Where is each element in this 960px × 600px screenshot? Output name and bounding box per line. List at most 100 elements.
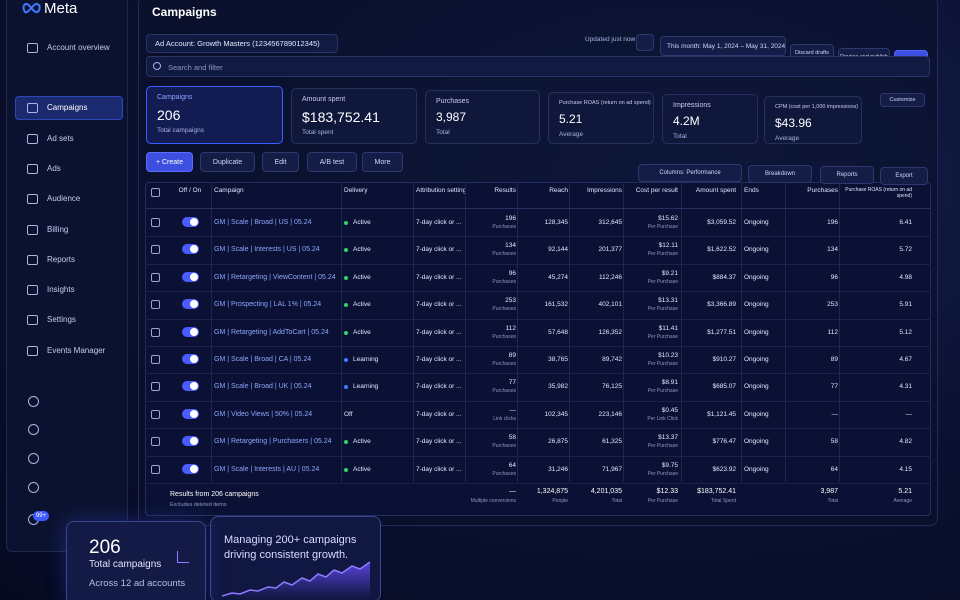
campaign-link[interactable]: GM | Retargeting | ViewContent | 05.24 <box>214 273 336 281</box>
nav-item[interactable]: Billing <box>47 224 69 234</box>
campaign-link[interactable]: GM | Scale | Broad | UK | 05.24 <box>214 383 312 391</box>
toggle-switch[interactable] <box>182 217 199 227</box>
page-title: Campaigns <box>152 5 217 19</box>
nav-item[interactable]: Account overview <box>47 43 110 52</box>
nav-item[interactable]: Insights <box>47 285 75 295</box>
row-checkbox[interactable] <box>151 409 160 419</box>
campaign-link[interactable]: GM | Retargeting | AddToCart | 05.24 <box>214 328 329 336</box>
toggle-switch[interactable] <box>182 408 199 419</box>
row-checkbox[interactable] <box>151 464 160 474</box>
row-checkbox[interactable] <box>151 437 160 447</box>
cell: 71,967 <box>602 465 622 473</box>
column-header[interactable]: Attribution setting <box>416 187 467 194</box>
nav-item[interactable]: Settings <box>47 315 76 325</box>
column-header[interactable]: Amount spent <box>695 187 736 194</box>
campaign-link[interactable]: GM | Scale | Broad | CA | 05.24 <box>214 356 312 363</box>
account-selector[interactable]: Ad Account: Growth Masters (123456789012… <box>146 34 338 53</box>
column-header[interactable]: Results <box>494 187 516 194</box>
column-header[interactable]: Purchase ROAS (return on ad spend) <box>845 187 912 199</box>
column-header[interactable]: Reach <box>549 187 568 194</box>
column-header[interactable]: Cost per result <box>635 187 678 194</box>
sidebar-icon[interactable] <box>28 482 39 493</box>
nav-item[interactable]: Events Manager <box>47 345 106 355</box>
toggle-switch[interactable] <box>182 463 199 474</box>
nav-icon <box>27 285 38 296</box>
cell: 161,532 <box>544 301 569 309</box>
footer-note: Excludes deleted items <box>170 502 227 508</box>
column-header[interactable]: Off / On <box>178 187 202 194</box>
nav-item[interactable]: Audience <box>47 194 81 204</box>
campaign-link[interactable]: GM | Prospecting | LAL 1% | 05.24 <box>214 301 322 309</box>
toggle-switch[interactable] <box>182 326 199 337</box>
card-caption: Total spent <box>302 129 334 136</box>
sidebar-icon[interactable] <box>28 424 39 435</box>
campaign-link[interactable]: GM | Scale | Interests | US | 05.24 <box>214 246 320 254</box>
toolbar-button[interactable]: + Create <box>146 152 193 172</box>
row-checkbox[interactable] <box>151 327 160 337</box>
status-dot <box>344 467 348 472</box>
cell: 61,325 <box>602 438 622 446</box>
toggle-switch[interactable] <box>182 299 199 310</box>
column-divider <box>517 182 518 482</box>
cell: 4.31 <box>899 383 912 391</box>
cell: 58 <box>830 438 838 446</box>
column-header[interactable]: Ends <box>744 187 759 194</box>
sidebar-icon[interactable] <box>28 396 39 407</box>
row-checkbox[interactable] <box>151 382 160 392</box>
summary-card[interactable]: Purchases 3,987 Total <box>425 90 540 144</box>
cell: 38,765 <box>548 356 568 363</box>
sidebar-icon[interactable] <box>28 453 39 464</box>
toolbar-button[interactable]: Columns: Performance <box>638 164 742 182</box>
toggle-switch[interactable] <box>182 436 199 447</box>
nav-item[interactable]: Ads <box>47 163 61 173</box>
campaign-link[interactable]: GM | Retargeting | Purchasers | 05.24 <box>214 438 332 446</box>
status-dot <box>344 330 348 335</box>
toggle-switch[interactable] <box>182 381 199 392</box>
summary-card[interactable]: Amount spent $183,752.41 Total spent <box>291 88 417 144</box>
toolbar-button[interactable]: Breakdown <box>748 165 812 183</box>
nav-item[interactable]: Reports <box>47 254 76 264</box>
date-range[interactable]: This month: May 1, 2024 – May 31, 2024 <box>660 36 786 56</box>
toolbar-button[interactable]: Reports <box>820 166 874 184</box>
footer-cell: $183,752.41 <box>697 488 736 495</box>
toggle-switch[interactable] <box>182 354 199 364</box>
toolbar-button[interactable]: Duplicate <box>200 152 255 172</box>
refresh-button[interactable] <box>636 34 654 51</box>
column-header[interactable]: Delivery <box>344 187 368 194</box>
campaign-link[interactable]: GM | Scale | Interests | AU | 05.24 <box>214 465 320 473</box>
toolbar-button[interactable]: Export <box>880 167 928 185</box>
cell: Active <box>353 465 371 473</box>
toolbar-button[interactable]: Edit <box>262 152 299 172</box>
header-checkbox[interactable] <box>151 188 160 197</box>
toolbar-button[interactable]: A/B test <box>307 152 357 172</box>
campaign-link[interactable]: GM | Scale | Broad | US | 05.24 <box>214 219 312 226</box>
row-checkbox[interactable] <box>151 300 160 310</box>
toggle-switch[interactable] <box>182 244 199 255</box>
campaign-link[interactable]: GM | Video Views | 50% | 05.24 <box>214 410 313 418</box>
toolbar-button[interactable]: More <box>362 152 403 172</box>
customize-button[interactable]: Customize <box>880 93 925 107</box>
cell: 57,648 <box>548 328 568 336</box>
nav-item[interactable]: Ad sets <box>47 133 74 143</box>
summary-card[interactable]: Impressions 4.2M Total <box>662 94 758 144</box>
row-checkbox[interactable] <box>151 355 160 364</box>
toggle-knob <box>190 464 198 473</box>
row-checkbox[interactable] <box>151 218 160 227</box>
row-checkbox[interactable] <box>151 245 160 255</box>
promo-message: Managing 200+ campaigns driving consiste… <box>224 534 357 561</box>
cell: $884.37 <box>712 273 737 281</box>
search-bar[interactable]: Search and filter <box>146 56 930 77</box>
column-header[interactable]: Campaign <box>214 187 244 194</box>
column-header[interactable]: Impressions <box>586 187 622 194</box>
cell: Active <box>353 273 371 281</box>
row-checkbox[interactable] <box>151 272 160 282</box>
nav-item[interactable]: Campaigns <box>47 103 88 113</box>
card-caption: Total campaigns <box>157 127 204 134</box>
footer-unit: Total <box>611 498 622 504</box>
cell-unit: Per Purchase <box>647 443 678 450</box>
toggle-switch[interactable] <box>182 271 199 282</box>
summary-card[interactable]: Purchase ROAS (return on ad spend) 5.21 Av… <box>548 92 654 144</box>
summary-card[interactable]: Campaigns 206 Total campaigns <box>146 86 283 144</box>
summary-card[interactable]: CPM (cost per 1,000 impressions) $43.96 Av… <box>764 96 862 144</box>
column-header[interactable]: Purchases <box>807 187 838 194</box>
